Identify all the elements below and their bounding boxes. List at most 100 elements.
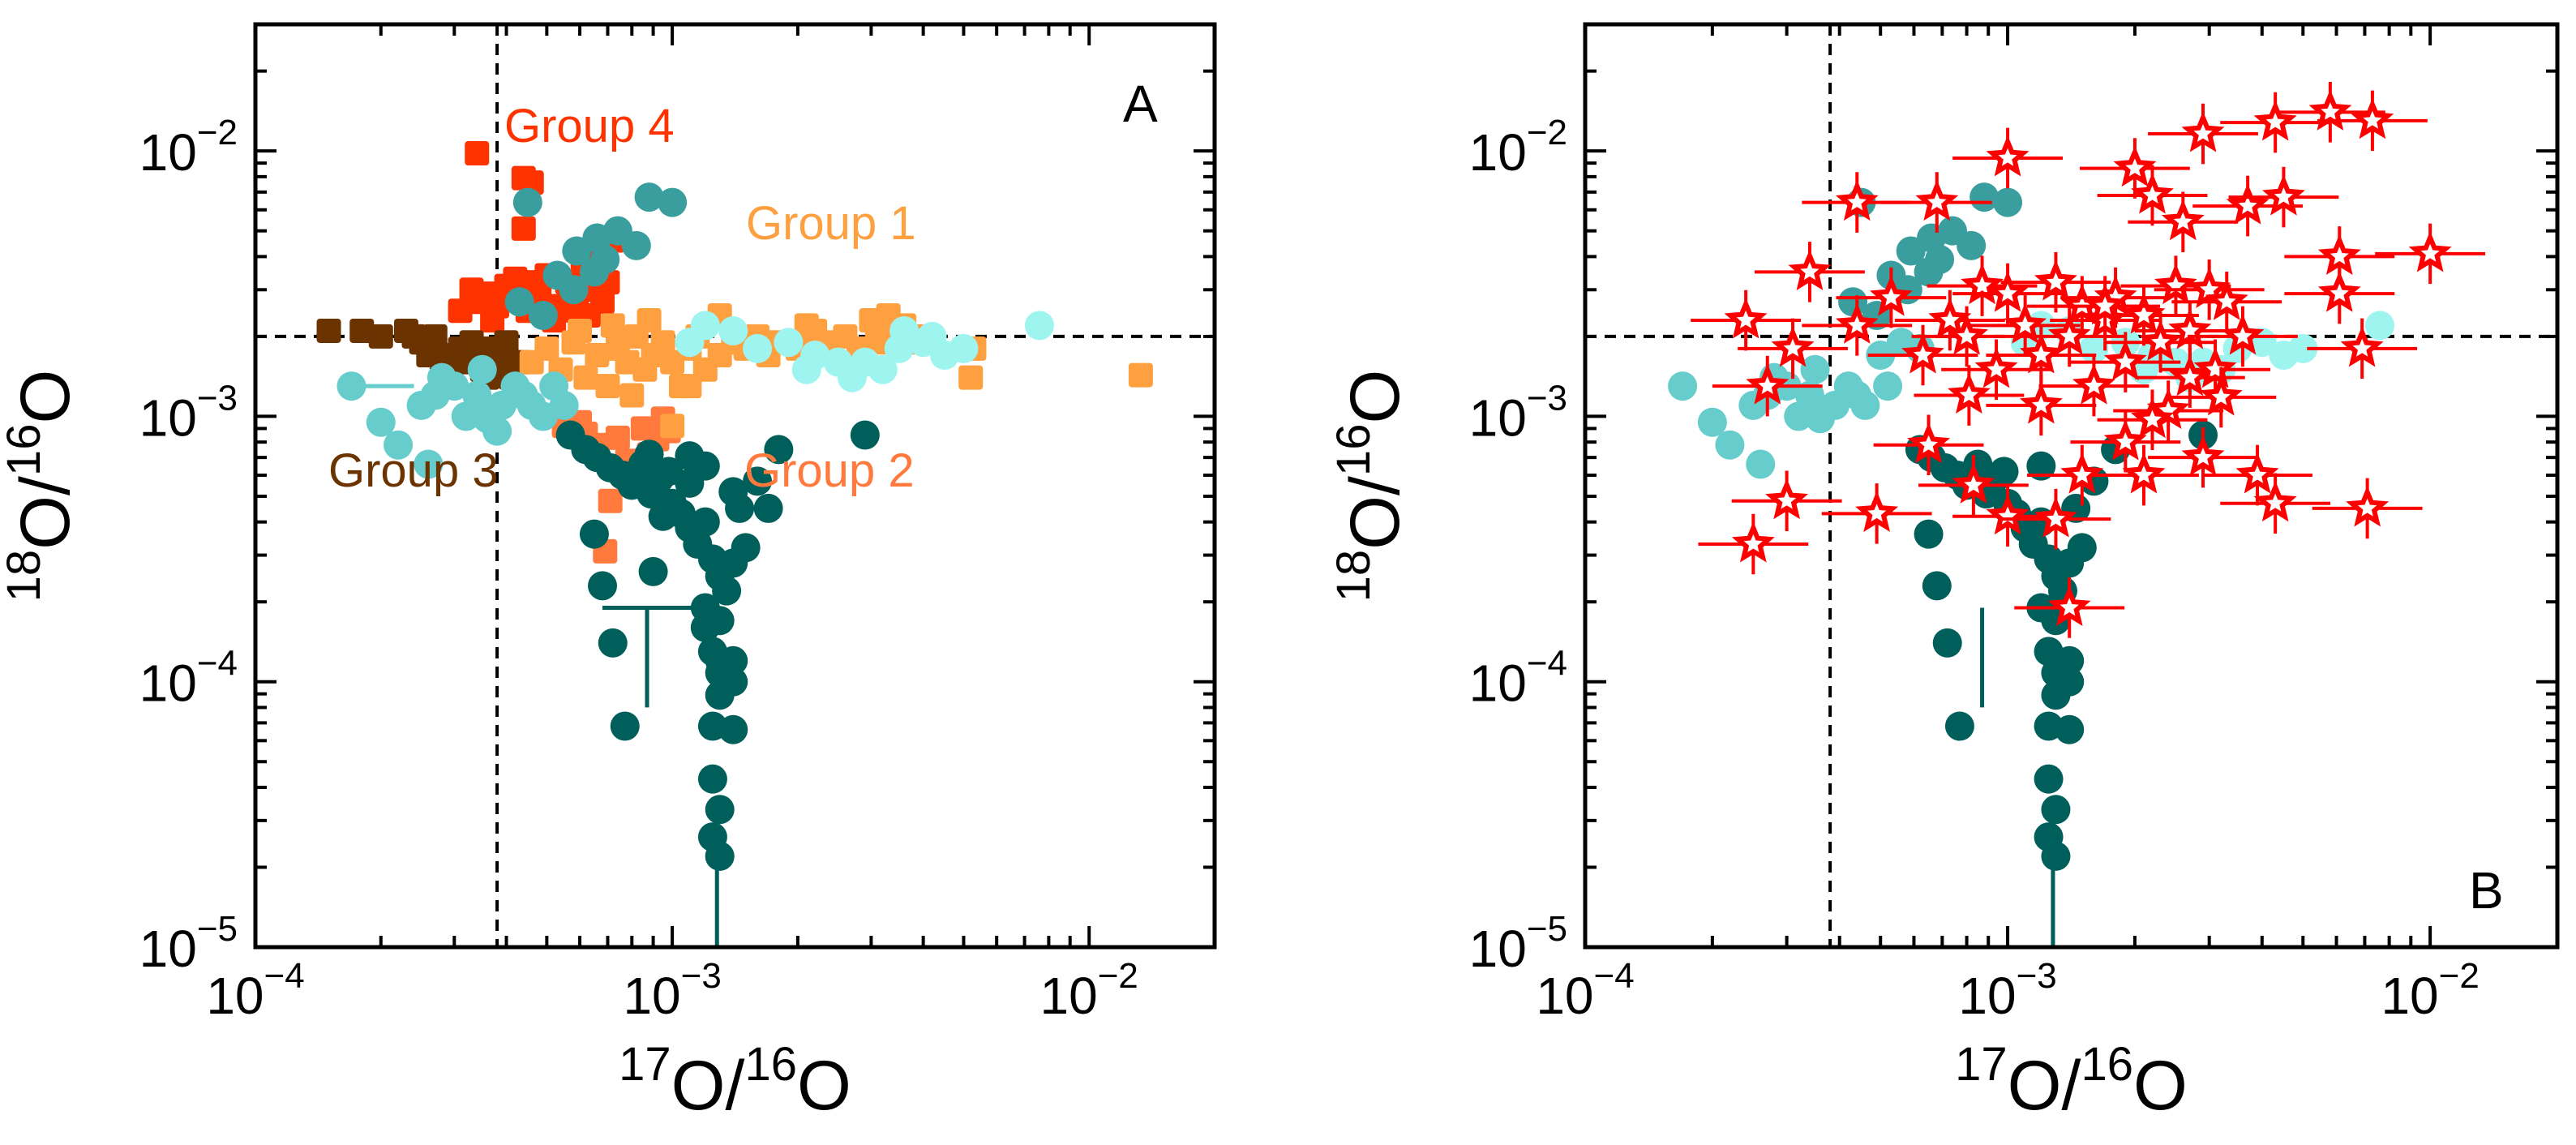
data-point [1024,311,1054,341]
data-point [426,362,456,392]
group-label: Group 2 [744,444,915,497]
data-point [1986,271,2030,312]
data-point [638,556,668,586]
data-point [1944,711,1974,741]
data-point [636,308,662,333]
panel-letter: B [2469,861,2504,920]
data-point [743,466,773,496]
data-point [2055,645,2085,675]
y-axis-title: 18O/16O [1327,370,1414,603]
data-point [2122,293,2166,334]
x-tick-label: 10−3 [623,956,721,1025]
data-point [2034,259,2077,301]
plot-area [1585,24,2557,947]
data-point [958,365,984,390]
data-point [2154,263,2197,305]
data-point [1915,179,1959,221]
data-point [2060,452,2104,494]
x-axis-title: 17O/16O [619,1038,851,1125]
data-point [2340,326,2384,367]
data-point [511,216,536,241]
data-point [837,362,867,392]
data-point [2026,451,2056,481]
data-point [690,612,720,642]
data-point [2269,341,2299,371]
data-point [794,313,819,338]
data-point [2113,145,2157,187]
data-point [2351,98,2394,139]
data-point [1746,363,1789,405]
data-point [718,477,748,507]
y-tick-label: 10−3 [1469,378,1567,447]
data-point [2253,480,2297,522]
y-tick-label: 10−3 [139,378,238,447]
data-point [2055,714,2085,744]
data-point [743,333,773,363]
data-point [2205,279,2248,320]
data-point [1989,457,2019,487]
data-point [1788,249,1832,290]
data-point [401,324,426,349]
data-point [764,435,794,465]
group-label: Group 4 [504,100,675,152]
data-point [2067,533,2097,563]
plot-frame [253,22,1217,950]
data-point [2161,199,2205,241]
data-point [384,430,414,460]
y-tick-label: 10−5 [139,909,238,978]
data-point [1986,493,2030,535]
x-tick-label: 10−4 [206,956,304,1025]
data-point [1765,478,1809,520]
data-point [718,714,748,744]
y-tick-label: 10−4 [139,644,238,713]
data-point [1957,230,1987,260]
data-point [2047,585,2091,627]
data-point [504,287,534,317]
data-point [1986,135,2030,177]
data-point [2004,302,2047,344]
data-point [850,420,880,450]
series-6 [504,182,688,330]
y-tick-label: 10−4 [1469,644,1567,713]
data-point [459,277,484,302]
data-point [2083,283,2127,325]
data-point [1731,521,1775,563]
data-point [677,374,702,399]
x-axis-title: 17O/16O [1955,1038,2188,1125]
data-point [705,645,735,675]
data-point [634,182,664,212]
series-4 [1691,82,2486,638]
data-point [1945,314,1989,355]
data-point [2235,452,2279,494]
data-point [336,371,366,401]
data-point [2041,680,2071,710]
data-point [2181,435,2225,476]
data-point [2034,496,2077,538]
data-point [2122,452,2166,494]
data-point [482,416,512,446]
group-label: Group 1 [746,197,916,250]
data-point [2226,183,2270,225]
data-point [774,328,804,358]
data-point [595,374,620,399]
data-point [528,300,558,330]
data-point [549,390,579,420]
data-point [660,414,685,439]
data-point [2041,841,2071,871]
data-point [2072,363,2115,405]
data-point [598,488,623,513]
data-point [1993,187,2023,217]
data-point [2168,308,2212,350]
data-point [658,187,688,217]
data-point [1794,380,1824,410]
data-point [568,318,593,343]
data-point [1901,332,1944,374]
data-point [534,336,559,361]
data-point [579,519,609,549]
data-point [791,354,821,384]
x-tick-label: 10−2 [1040,956,1138,1025]
data-point [1974,347,2018,388]
data-point [1928,298,1972,339]
group-label: Group 3 [328,444,499,497]
data-point [588,571,618,601]
